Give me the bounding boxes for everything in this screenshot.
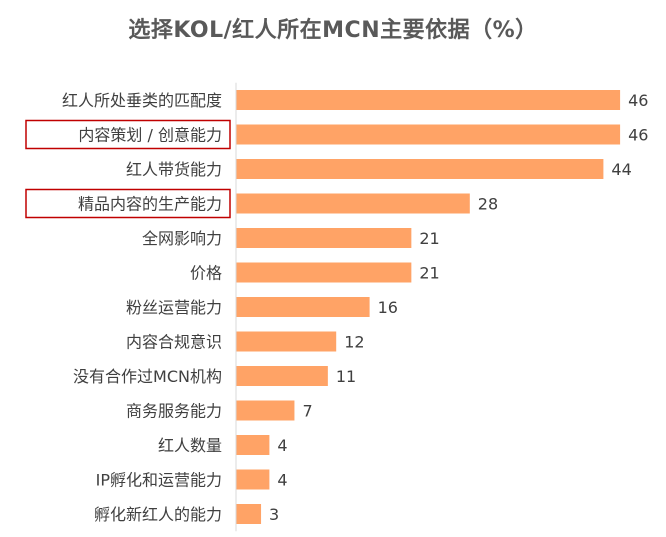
data-label: 21 <box>419 264 439 283</box>
bar <box>236 297 370 317</box>
data-label: 11 <box>336 367 356 386</box>
bar <box>236 124 621 145</box>
data-label: 21 <box>419 229 439 248</box>
highlight-box <box>25 188 231 219</box>
bar <box>236 400 295 421</box>
bar <box>236 366 328 386</box>
data-label: 12 <box>344 333 364 352</box>
bar <box>236 504 262 524</box>
category-label: 精品内容的生产能力 <box>78 195 222 214</box>
category-label: 内容合规意识 <box>126 333 222 352</box>
category-label: 红人数量 <box>158 436 222 455</box>
category-label: 价格 <box>190 264 222 283</box>
data-label: 28 <box>478 195 498 214</box>
bar <box>236 193 470 214</box>
data-label: 3 <box>269 505 279 524</box>
category-label: 商务服务能力 <box>126 402 222 421</box>
data-label: 46 <box>628 126 648 145</box>
bar <box>236 262 412 283</box>
category-label: 粉丝运营能力 <box>126 298 222 317</box>
category-label: 孵化新红人的能力 <box>94 505 222 524</box>
data-label: 4 <box>277 471 287 490</box>
chart-title: 选择KOL/红人所在MCN主要依据（%） <box>128 18 538 43</box>
category-label: 内容策划 / 创意能力 <box>78 126 222 145</box>
bar <box>236 228 412 248</box>
bar <box>236 159 604 179</box>
category-label: IP孵化和运营能力 <box>96 471 222 490</box>
category-label: 红人所处垂类的匹配度 <box>62 91 222 110</box>
highlight-box <box>25 119 231 150</box>
category-label: 全网影响力 <box>142 229 222 248</box>
bar <box>236 469 270 490</box>
data-label: 44 <box>611 160 631 179</box>
bar <box>236 90 621 110</box>
bar <box>236 435 270 455</box>
data-label: 7 <box>302 402 312 421</box>
category-label: 红人带货能力 <box>126 160 222 179</box>
data-label: 16 <box>378 298 398 317</box>
data-label: 4 <box>277 436 287 455</box>
bar <box>236 331 337 352</box>
data-label: 46 <box>628 91 648 110</box>
category-label: 没有合作过MCN机构 <box>73 367 222 386</box>
